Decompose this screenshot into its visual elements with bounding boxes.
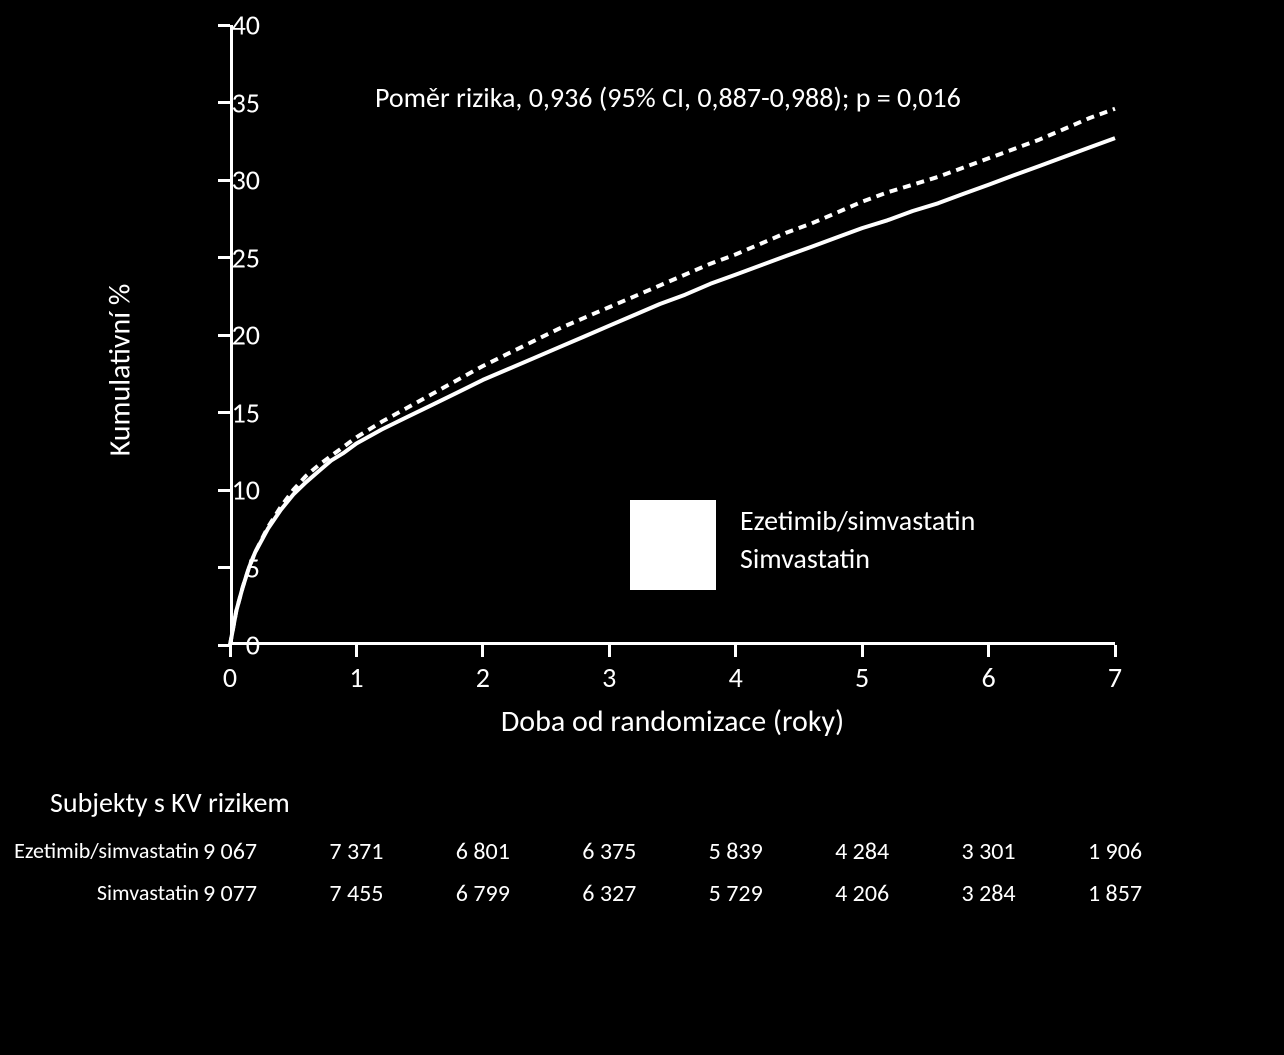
risk-value: 5 839 <box>696 837 776 866</box>
risk-value: 4 284 <box>822 837 902 866</box>
risk-value: 6 799 <box>443 879 523 908</box>
risk-row-label: Ezetimib/simvastatin <box>0 837 199 864</box>
y-tick-label: 0 <box>200 628 260 663</box>
x-tick <box>987 645 990 657</box>
y-tick-label: 40 <box>200 8 260 43</box>
x-tick <box>1114 645 1117 657</box>
risk-value: 7 455 <box>316 879 396 908</box>
x-tick-label: 7 <box>1095 660 1135 695</box>
x-tick <box>481 645 484 657</box>
x-tick-label: 2 <box>463 660 503 695</box>
risk-value: 3 301 <box>949 837 1029 866</box>
risk-value: 4 206 <box>822 879 902 908</box>
hazard-ratio-text: Poměr rizika, 0,936 (95% CI, 0,887-0,988… <box>375 80 961 115</box>
risk-row-label: Simvastatin <box>0 879 199 906</box>
x-tick <box>861 645 864 657</box>
x-tick-label: 6 <box>969 660 1009 695</box>
risk-table-title: Subjekty s KV rizikem <box>50 785 290 820</box>
plot-area: Poměr rizika, 0,936 (95% CI, 0,887-0,988… <box>230 25 1115 645</box>
y-tick-label: 35 <box>200 85 260 120</box>
x-tick-label: 0 <box>210 660 250 695</box>
risk-value: 6 801 <box>443 837 523 866</box>
y-tick-label: 25 <box>200 240 260 275</box>
risk-value: 1 906 <box>1075 837 1155 866</box>
x-tick-label: 5 <box>842 660 882 695</box>
y-tick-label: 20 <box>200 318 260 353</box>
x-tick <box>355 645 358 657</box>
x-tick <box>734 645 737 657</box>
y-axis-title: Kumulativní % <box>102 284 139 457</box>
risk-value: 7 371 <box>316 837 396 866</box>
x-tick-label: 4 <box>716 660 756 695</box>
x-axis-title: Doba od randomizace (roky) <box>501 703 844 740</box>
y-tick-label: 30 <box>200 163 260 198</box>
risk-value: 6 327 <box>569 879 649 908</box>
risk-value: 1 857 <box>1075 879 1155 908</box>
risk-value: 9 077 <box>190 879 270 908</box>
y-tick-label: 10 <box>200 473 260 508</box>
risk-value: 6 375 <box>569 837 649 866</box>
y-tick-label: 15 <box>200 395 260 430</box>
legend-swatch <box>630 500 716 590</box>
legend-item-2: Simvastatin <box>740 540 975 578</box>
x-tick <box>608 645 611 657</box>
y-tick-label: 5 <box>200 550 260 585</box>
risk-value: 5 729 <box>696 879 776 908</box>
risk-value: 3 284 <box>949 879 1029 908</box>
x-tick-label: 1 <box>336 660 376 695</box>
x-tick-label: 3 <box>589 660 629 695</box>
chart-container: Kumulativní % Poměr rizika, 0,936 (95% C… <box>110 20 1160 720</box>
legend-item-1: Ezetimib/simvastatin <box>740 502 975 540</box>
legend-text: Ezetimib/simvastatin Simvastatin <box>740 502 975 578</box>
risk-value: 9 067 <box>190 837 270 866</box>
